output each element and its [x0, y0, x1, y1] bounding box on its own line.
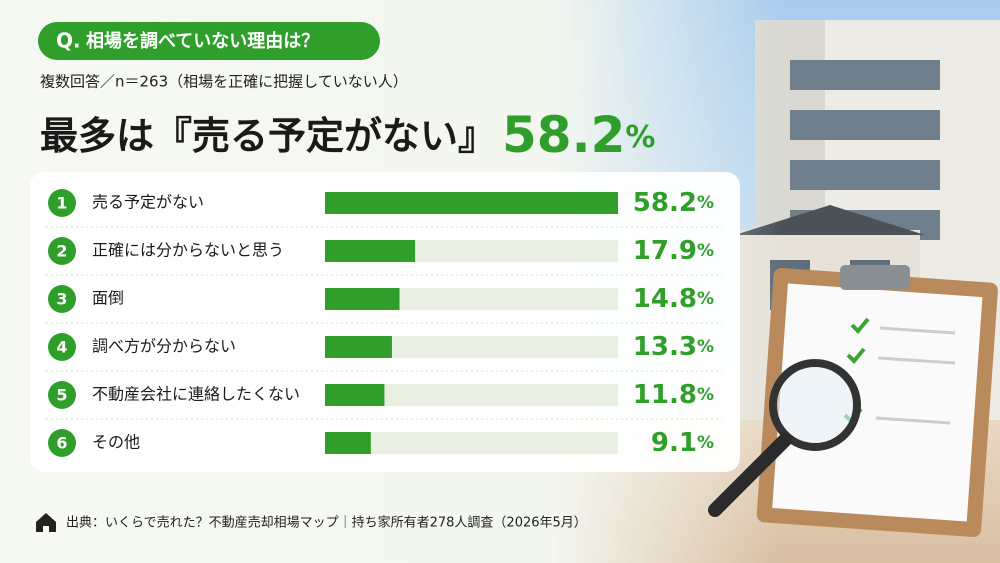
- question-pill: [38, 22, 380, 60]
- bar: [325, 336, 392, 358]
- rank-badge: [48, 333, 76, 361]
- bar: [325, 432, 371, 454]
- rank: 5: [56, 386, 67, 405]
- value-unit: %: [697, 385, 714, 405]
- bar: [325, 288, 400, 310]
- value-label: 14.8%: [633, 284, 714, 314]
- category-label: 売る予定がない: [92, 193, 204, 212]
- value-label: 17.9%: [633, 236, 714, 266]
- rank-badge: [48, 429, 76, 457]
- question: 相場を調べていない理由は？: [86, 30, 319, 52]
- value-label: 58.2%: [633, 188, 714, 218]
- value-unit: %: [697, 193, 714, 213]
- category-label: その他: [92, 433, 140, 452]
- category-label: 正確には分からないと思う: [92, 241, 284, 260]
- bar: [325, 240, 416, 262]
- rank-badge: [48, 285, 76, 313]
- category-label: 面倒: [92, 289, 124, 308]
- value-unit: %: [697, 337, 714, 357]
- value-unit: %: [697, 289, 714, 309]
- bar: [325, 192, 618, 214]
- value-number: 11.8: [633, 380, 697, 410]
- rows: 1 売る予定がない 58.2% 2 正確には分からないと思う 17.9% 3 面倒 14.8% 4…: [46, 188, 722, 458]
- source: 出典：いくらで売れた？不動産売却相場マップ｜持ち家所有者278人調査（2026年…: [66, 515, 587, 531]
- headline-value: 58.2: [502, 106, 625, 164]
- value-unit: %: [697, 433, 714, 453]
- rank: 3: [56, 290, 67, 309]
- category-label: 不動産会社に連絡したくない: [92, 385, 300, 404]
- subtitle: 複数回答／n＝263（相場を正確に把握していない人）: [40, 73, 408, 91]
- rank: 4: [56, 338, 67, 357]
- value-number: 17.9: [633, 236, 697, 266]
- question-label: Q.: [56, 29, 81, 53]
- value-number: 13.3: [633, 332, 697, 362]
- value-unit: %: [697, 241, 714, 261]
- value-number: 14.8: [633, 284, 697, 314]
- category-label: 調べ方が分からない: [92, 337, 236, 356]
- headline-text: 最多は『売る予定がない』: [40, 114, 496, 158]
- value-label: 13.3%: [633, 332, 714, 362]
- rank: 6: [56, 434, 67, 453]
- home-icon: [36, 513, 56, 532]
- rank-badge: [48, 381, 76, 409]
- value-number: 58.2: [633, 188, 697, 218]
- bar-track: [325, 432, 618, 454]
- rank-badge: [48, 189, 76, 217]
- bar-track: [325, 384, 618, 406]
- headline-unit: %: [625, 120, 655, 155]
- clipboard: [708, 265, 998, 538]
- rank: 2: [56, 242, 67, 261]
- value-label: 9.1%: [651, 428, 714, 458]
- bar: [325, 384, 385, 406]
- headline: 最多は『売る予定がない』 58.2%: [40, 106, 655, 164]
- bar-track: [325, 336, 618, 358]
- rank: 1: [56, 194, 67, 213]
- value-label: 11.8%: [633, 380, 714, 410]
- rank-badge: [48, 237, 76, 265]
- value-number: 9.1: [651, 428, 697, 458]
